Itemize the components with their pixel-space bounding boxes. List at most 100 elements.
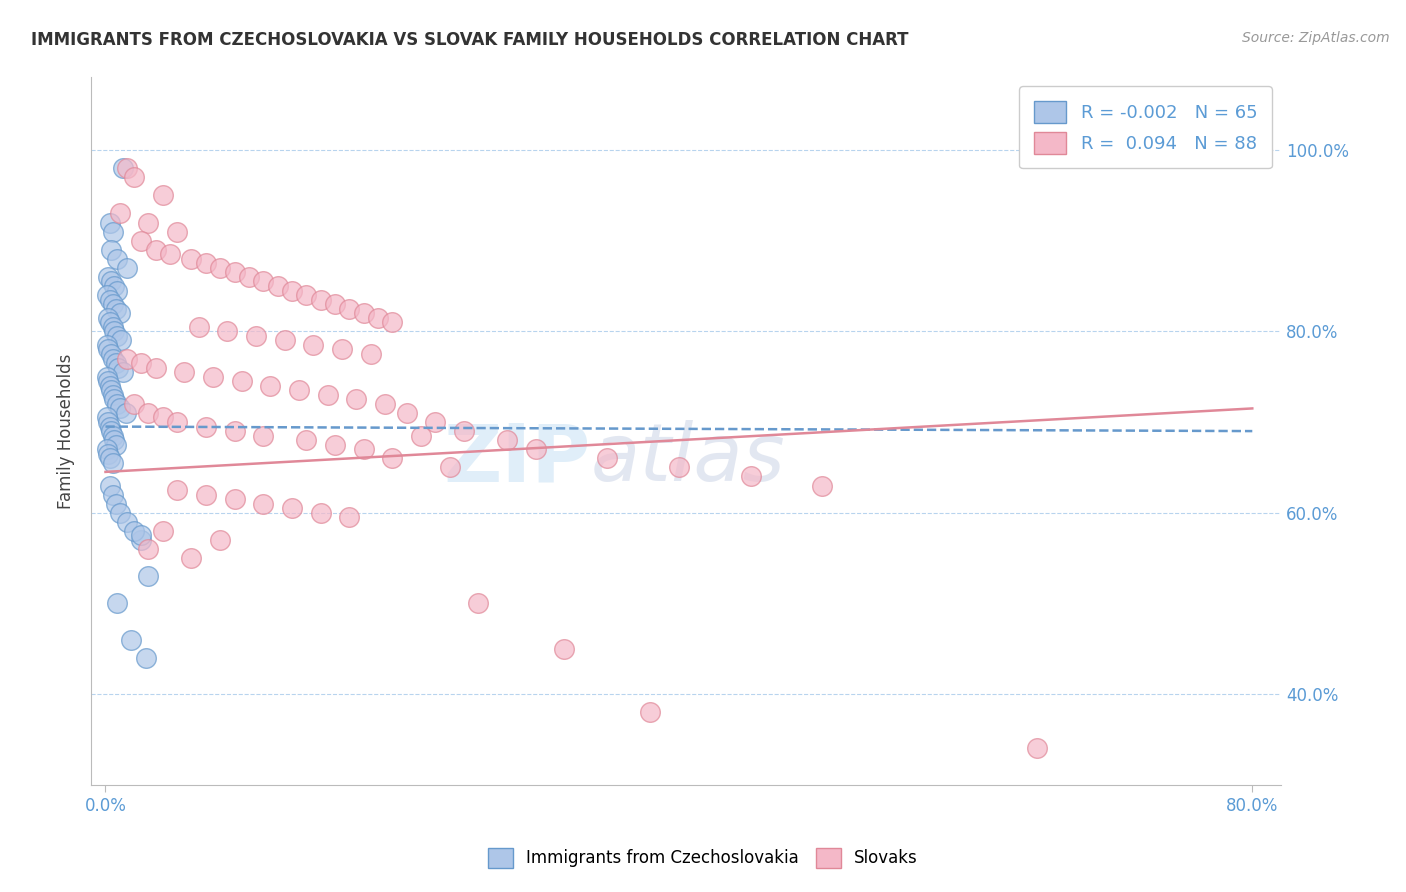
Point bbox=[309, 506, 332, 520]
Point bbox=[122, 524, 145, 538]
Point bbox=[98, 215, 121, 229]
Point bbox=[103, 433, 125, 447]
Point bbox=[103, 392, 125, 407]
Point bbox=[110, 334, 132, 348]
Point bbox=[259, 378, 281, 392]
Point bbox=[166, 483, 188, 497]
Point bbox=[114, 406, 136, 420]
Point bbox=[101, 456, 124, 470]
Point bbox=[337, 510, 360, 524]
Point bbox=[187, 319, 209, 334]
Point bbox=[367, 310, 389, 325]
Legend: Immigrants from Czechoslovakia, Slovaks: Immigrants from Czechoslovakia, Slovaks bbox=[481, 841, 925, 875]
Point bbox=[252, 497, 274, 511]
Point bbox=[105, 596, 128, 610]
Point bbox=[323, 297, 346, 311]
Point bbox=[138, 215, 160, 229]
Point bbox=[122, 170, 145, 185]
Point bbox=[145, 360, 167, 375]
Point bbox=[360, 347, 382, 361]
Point bbox=[439, 460, 461, 475]
Point bbox=[273, 334, 295, 348]
Point bbox=[101, 487, 124, 501]
Point bbox=[316, 388, 339, 402]
Point bbox=[453, 424, 475, 438]
Point bbox=[409, 428, 432, 442]
Point bbox=[245, 329, 267, 343]
Point bbox=[100, 275, 122, 289]
Point bbox=[252, 428, 274, 442]
Point bbox=[97, 343, 120, 357]
Point bbox=[596, 451, 619, 466]
Y-axis label: Family Households: Family Households bbox=[58, 353, 75, 508]
Point bbox=[97, 269, 120, 284]
Point bbox=[194, 256, 217, 270]
Point bbox=[201, 369, 224, 384]
Point bbox=[166, 225, 188, 239]
Point bbox=[217, 324, 239, 338]
Point bbox=[96, 338, 118, 352]
Point bbox=[252, 275, 274, 289]
Point bbox=[105, 329, 128, 343]
Point bbox=[100, 424, 122, 438]
Point bbox=[120, 632, 142, 647]
Point bbox=[108, 506, 131, 520]
Text: ZIP: ZIP bbox=[444, 420, 591, 499]
Point bbox=[467, 596, 489, 610]
Point bbox=[101, 225, 124, 239]
Point bbox=[152, 524, 174, 538]
Point bbox=[122, 397, 145, 411]
Point bbox=[98, 293, 121, 307]
Text: atlas: atlas bbox=[591, 420, 786, 499]
Point bbox=[104, 301, 127, 316]
Point bbox=[180, 551, 202, 566]
Point bbox=[209, 533, 232, 547]
Point bbox=[135, 650, 157, 665]
Point bbox=[1026, 741, 1049, 756]
Point bbox=[811, 478, 834, 492]
Point bbox=[115, 260, 138, 275]
Point bbox=[353, 442, 375, 457]
Point bbox=[98, 419, 121, 434]
Point bbox=[101, 319, 124, 334]
Point bbox=[344, 392, 367, 407]
Point bbox=[104, 497, 127, 511]
Point bbox=[330, 343, 353, 357]
Point bbox=[266, 279, 288, 293]
Point bbox=[108, 401, 131, 416]
Point bbox=[105, 284, 128, 298]
Point bbox=[138, 569, 160, 583]
Text: Source: ZipAtlas.com: Source: ZipAtlas.com bbox=[1241, 31, 1389, 45]
Point bbox=[740, 469, 762, 483]
Point bbox=[553, 641, 575, 656]
Point bbox=[353, 306, 375, 320]
Point bbox=[111, 365, 134, 379]
Point bbox=[100, 384, 122, 398]
Point bbox=[295, 433, 318, 447]
Point bbox=[100, 243, 122, 257]
Point bbox=[159, 247, 181, 261]
Point bbox=[96, 369, 118, 384]
Text: IMMIGRANTS FROM CZECHOSLOVAKIA VS SLOVAK FAMILY HOUSEHOLDS CORRELATION CHART: IMMIGRANTS FROM CZECHOSLOVAKIA VS SLOVAK… bbox=[31, 31, 908, 49]
Point bbox=[96, 410, 118, 425]
Point bbox=[524, 442, 547, 457]
Point bbox=[108, 206, 131, 220]
Point bbox=[395, 406, 418, 420]
Point bbox=[98, 378, 121, 392]
Point bbox=[97, 415, 120, 429]
Point bbox=[138, 541, 160, 556]
Point bbox=[98, 451, 121, 466]
Point bbox=[108, 306, 131, 320]
Point bbox=[111, 161, 134, 175]
Point bbox=[194, 487, 217, 501]
Point bbox=[131, 234, 153, 248]
Point bbox=[224, 424, 246, 438]
Point bbox=[302, 338, 325, 352]
Point bbox=[224, 265, 246, 279]
Point bbox=[101, 297, 124, 311]
Point bbox=[107, 360, 129, 375]
Point bbox=[115, 161, 138, 175]
Point bbox=[105, 252, 128, 266]
Point bbox=[288, 384, 311, 398]
Point bbox=[101, 351, 124, 366]
